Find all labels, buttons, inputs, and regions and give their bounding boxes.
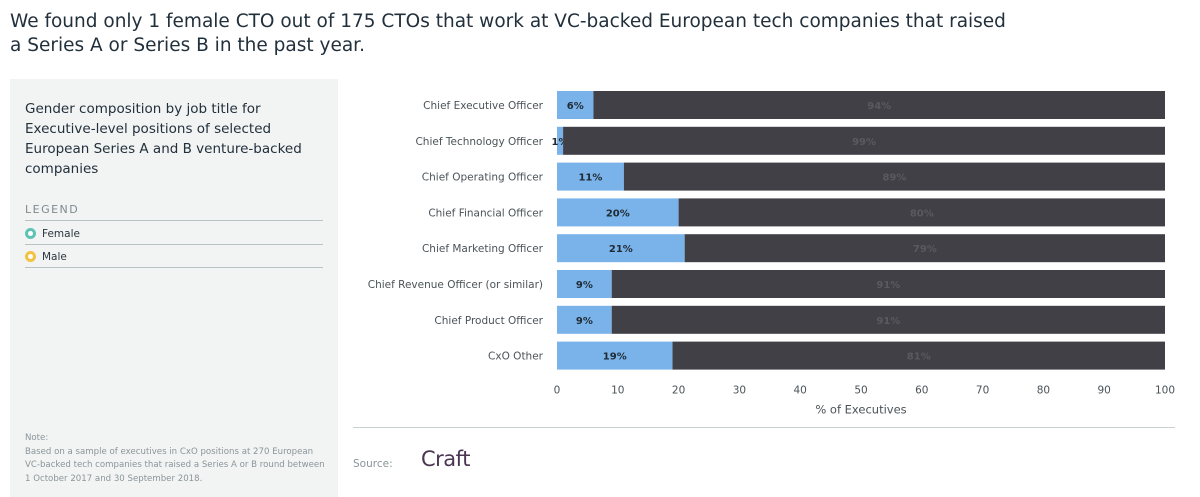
category-label: Chief Operating Officer bbox=[422, 172, 544, 184]
chart-note: Note: Based on a sample of executives in… bbox=[25, 432, 330, 486]
craft-logo: Craft bbox=[421, 447, 470, 471]
legend-item-male[interactable]: Male bbox=[25, 246, 323, 268]
category-label: Chief Product Officer bbox=[434, 315, 543, 327]
bar-male bbox=[672, 341, 1165, 370]
category-label: Chief Executive Officer bbox=[423, 100, 544, 112]
data-label-male: 91% bbox=[876, 280, 900, 291]
data-label-female: 21% bbox=[609, 244, 633, 255]
bar-female bbox=[557, 162, 624, 191]
footer-divider bbox=[353, 427, 1175, 428]
bar-female bbox=[557, 270, 612, 298]
category-label: Chief Financial Officer bbox=[428, 207, 543, 219]
bar-female bbox=[557, 305, 612, 334]
x-tick-label: 100 bbox=[1155, 384, 1175, 396]
bar-male bbox=[678, 198, 1165, 227]
bar-female bbox=[557, 341, 673, 370]
data-label-female: 6% bbox=[567, 101, 584, 112]
x-tick-label: 20 bbox=[672, 384, 685, 396]
category-label: CxO Other bbox=[488, 351, 544, 363]
x-tick-label: 50 bbox=[854, 384, 867, 396]
bar-female bbox=[557, 126, 564, 155]
data-label-male: 99% bbox=[852, 137, 876, 148]
legend-female-label: Female bbox=[42, 227, 80, 240]
data-label-male: 81% bbox=[907, 352, 931, 363]
data-label-female: 11% bbox=[578, 173, 602, 184]
bar-female bbox=[557, 234, 685, 263]
legend-item-female[interactable]: Female bbox=[25, 223, 323, 245]
x-tick-label: 60 bbox=[915, 384, 928, 396]
chart-title: Gender composition by job title for Exec… bbox=[25, 101, 302, 177]
category-label: Chief Marketing Officer bbox=[422, 243, 544, 255]
category-label: Chief Revenue Officer (or similar) bbox=[368, 279, 543, 291]
x-axis-title: % of Executives bbox=[815, 402, 906, 416]
chart-info-panel: Gender composition by job title for Exec… bbox=[10, 79, 338, 497]
x-tick-label: 30 bbox=[733, 384, 746, 396]
data-label-female: 9% bbox=[576, 316, 593, 327]
x-tick-label: 10 bbox=[611, 384, 624, 396]
note-label: Note: bbox=[25, 433, 49, 443]
source-label: Source: bbox=[353, 458, 393, 470]
bar-male bbox=[611, 270, 1165, 298]
x-tick-label: 70 bbox=[976, 384, 989, 396]
data-label-male: 94% bbox=[867, 101, 891, 112]
page-headline: We found only 1 female CTO out of 175 CT… bbox=[10, 11, 1006, 56]
legend-heading: LEGEND bbox=[25, 203, 323, 221]
data-label-male: 89% bbox=[882, 173, 906, 184]
legend-male-dot-icon bbox=[25, 251, 36, 262]
category-label: Chief Technology Officer bbox=[415, 136, 543, 148]
bar-male bbox=[611, 305, 1165, 334]
bar-male bbox=[623, 162, 1165, 191]
bar-male bbox=[563, 126, 1165, 155]
data-label-female: 9% bbox=[576, 280, 593, 291]
bar-female bbox=[557, 198, 679, 227]
x-tick-label: 90 bbox=[1098, 384, 1111, 396]
bar-male bbox=[684, 234, 1165, 263]
stacked-bar-chart: Chief Executive Officer 6% 94% Chief Techno… bbox=[368, 91, 1175, 416]
legend-female-dot-icon bbox=[25, 228, 36, 239]
data-label-female: 20% bbox=[606, 208, 630, 219]
bar-female bbox=[557, 91, 594, 119]
data-label-male: 79% bbox=[913, 244, 937, 255]
data-label-male: 91% bbox=[876, 316, 900, 327]
bar-male bbox=[593, 91, 1165, 119]
data-label-male: 80% bbox=[910, 208, 934, 219]
data-label-female: 19% bbox=[603, 352, 627, 363]
data-label-female: 1% bbox=[552, 137, 569, 148]
x-tick-label: 0 bbox=[554, 384, 561, 396]
x-tick-label: 40 bbox=[794, 384, 807, 396]
legend-male-label: Male bbox=[42, 250, 67, 263]
x-tick-label: 80 bbox=[1037, 384, 1050, 396]
note-text: Based on a sample of executives in CxO p… bbox=[25, 446, 325, 484]
